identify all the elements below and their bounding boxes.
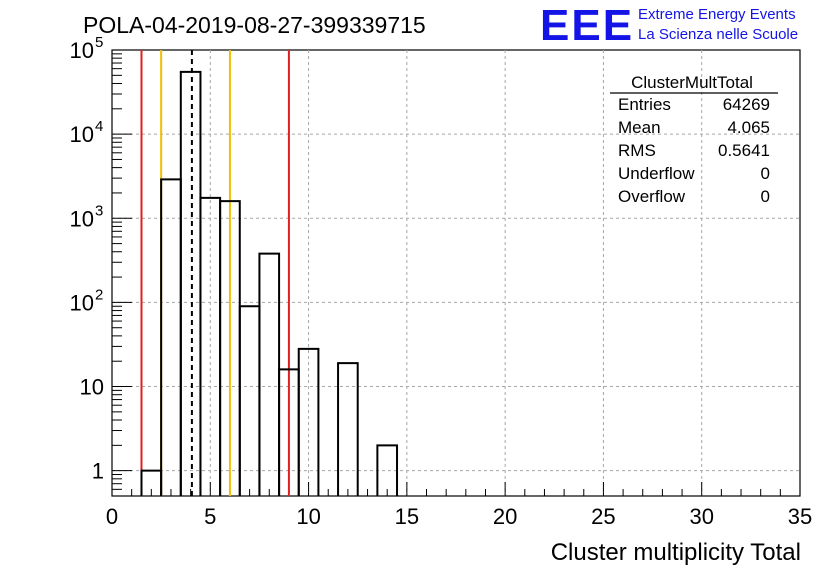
- x-axis-label: Cluster multiplicity Total: [551, 539, 801, 566]
- stats-title: ClusterMultTotal: [631, 73, 753, 92]
- x-tick-label: 15: [395, 504, 419, 529]
- histogram-bin: [160, 178, 182, 496]
- x-tick-label: 0: [106, 504, 118, 529]
- stats-box: ClusterMultTotal Entries 64269 Mean 4.065 RM…: [610, 73, 778, 206]
- axis-ticks: [111, 49, 801, 497]
- y-tick-exponent: 4: [95, 118, 103, 135]
- histogram-bin: [297, 347, 320, 496]
- y-tick-label: 1: [92, 459, 104, 484]
- y-tick-label: 10: [70, 206, 94, 231]
- chart-title: POLA-04-2019-08-27-399339715: [83, 12, 426, 38]
- x-tick-label: 30: [689, 504, 713, 529]
- reference-lines: [140, 50, 290, 496]
- histogram-bin: [337, 362, 359, 496]
- stats-row-label: RMS: [618, 141, 656, 160]
- histogram-bin: [238, 305, 261, 496]
- histogram-bins: [140, 70, 399, 496]
- stats-row-value: 0: [761, 187, 770, 206]
- stats-row-value: 0: [761, 164, 770, 183]
- y-tick-label: 10: [70, 290, 94, 315]
- stats-rows: Entries 64269 Mean 4.065 RMS 0.5641 Underflow 0…: [618, 95, 770, 206]
- stats-row-label: Overflow: [618, 187, 686, 206]
- plot-frame: [111, 49, 801, 497]
- x-tick-label: 25: [591, 504, 615, 529]
- stats-row-label: Underflow: [618, 164, 695, 183]
- histogram-bin: [258, 252, 281, 496]
- x-tick-label: 5: [204, 504, 216, 529]
- stats-row-value: 64269: [723, 95, 770, 114]
- x-tick-label: 10: [296, 504, 320, 529]
- y-tick-label: 10: [70, 38, 94, 63]
- y-tick-label: 10: [80, 375, 104, 400]
- stats-row-value: 4.065: [727, 118, 770, 137]
- y-tick-exponent: 3: [95, 202, 103, 219]
- stats-row-label: Mean: [618, 118, 661, 137]
- y-tick-exponent: 5: [95, 34, 103, 51]
- x-tick-label: 20: [493, 504, 517, 529]
- y-tick-label: 10: [70, 122, 94, 147]
- histogram-bin: [376, 444, 399, 496]
- logo-line-1: Extreme Energy Events: [638, 6, 796, 23]
- x-tick-label: 35: [788, 504, 812, 529]
- histogram-bin: [179, 70, 202, 496]
- grid-lines: [112, 50, 800, 496]
- eee-logo: EEE: [540, 1, 634, 50]
- logo-line-2: La Scienza nelle Scuole: [638, 26, 798, 43]
- y-tick-exponent: 2: [95, 286, 103, 303]
- x-tick-labels: 0 5 10 15 20 25 30 35: [106, 504, 812, 529]
- stats-row-value: 0.5641: [718, 141, 770, 160]
- stats-row-label: Entries: [618, 95, 671, 114]
